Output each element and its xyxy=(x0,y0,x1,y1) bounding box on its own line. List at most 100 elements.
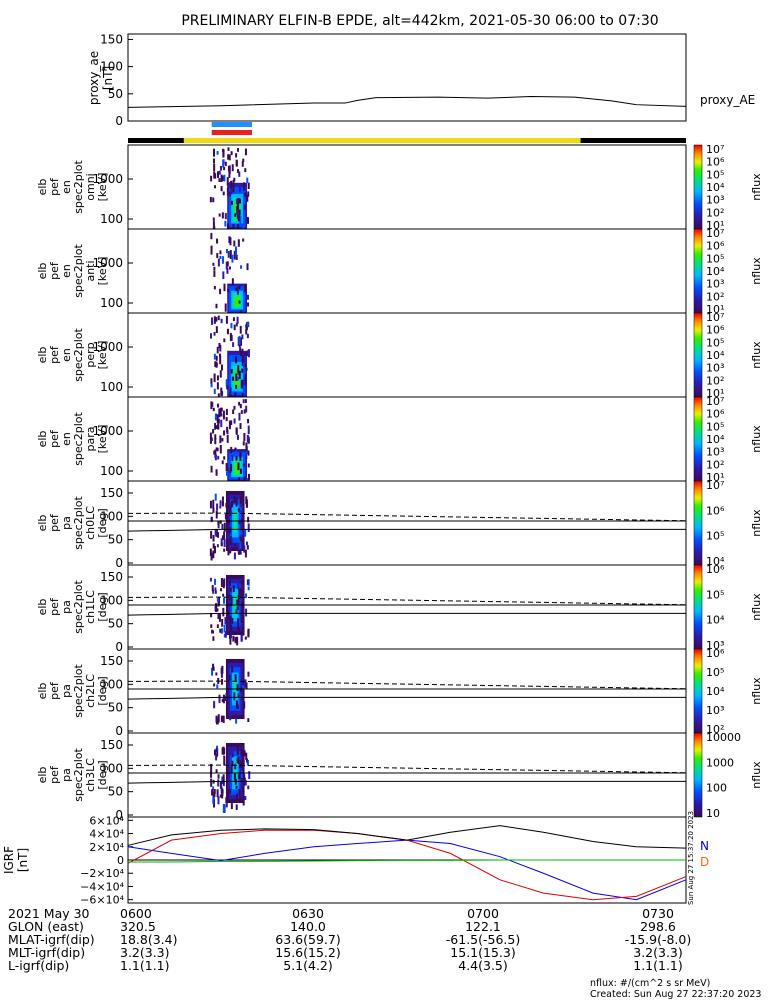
spectrogram-noise-pixel xyxy=(214,438,217,445)
spectrogram-noise-pixel xyxy=(234,448,237,455)
loss-cone-line-lower xyxy=(127,612,686,616)
pa-noise-pixel xyxy=(214,578,217,585)
pa-noise-pixel xyxy=(223,548,226,552)
spectrogram-noise-pixel xyxy=(225,379,228,387)
pa-noise-pixel xyxy=(236,599,239,605)
spec-ylabel: [keV] xyxy=(96,173,109,202)
spectrogram-noise-pixel xyxy=(235,322,238,327)
spectrogram-noise-pixel xyxy=(243,204,246,210)
loss-cone-line-lower xyxy=(127,528,686,532)
pa-noise-pixel xyxy=(229,749,232,755)
spectrogram-noise-pixel xyxy=(218,213,221,217)
spectrogram-noise-pixel xyxy=(222,159,225,168)
spectrogram-noise-pixel xyxy=(235,254,238,260)
spectrogram-noise-pixel xyxy=(233,177,236,182)
spectrogram-noise-pixel xyxy=(247,450,250,456)
spectrogram-noise-pixel xyxy=(236,198,239,205)
colorbar-tick-label: 10⁷ xyxy=(706,479,724,492)
pa-noise-pixel xyxy=(219,628,222,633)
pa-tick-label: 100 xyxy=(100,593,123,607)
spec-ylabel: perp xyxy=(84,342,97,367)
panel-frame xyxy=(127,228,687,314)
spec-tick-label: 100 xyxy=(100,380,123,394)
pa-ylabel: spec2plot xyxy=(72,748,85,802)
colorbar-tick-label: 10⁴ xyxy=(706,265,725,278)
igrf-tick-label: 6×10⁴ xyxy=(89,814,124,827)
spectrogram-noise-pixel xyxy=(213,373,216,383)
pa-noise-pixel xyxy=(239,541,242,550)
spectrogram-noise-pixel xyxy=(219,288,222,295)
pa-noise-pixel xyxy=(227,548,230,556)
colorbar xyxy=(693,564,703,650)
pa-noise-pixel xyxy=(224,513,227,520)
pa-noise-pixel xyxy=(240,580,243,585)
spectrogram-noise-pixel xyxy=(240,337,243,346)
spectrogram-noise-pixel xyxy=(227,288,230,293)
colorbar xyxy=(693,144,703,230)
spectrogram-noise-pixel xyxy=(247,349,250,358)
spectrogram-noise-pixel xyxy=(237,239,240,247)
pa-ylabel: pef xyxy=(48,765,61,784)
pa-noise-pixel xyxy=(231,617,234,624)
spectrogram-noise-pixel xyxy=(214,413,217,421)
pa-noise-pixel xyxy=(211,629,214,634)
spectrogram-noise-pixel xyxy=(237,365,240,374)
spectrogram-noise-pixel xyxy=(242,158,245,162)
spectrogram-noise-pixel xyxy=(230,180,233,190)
colorbar-tick-label: 1000 xyxy=(706,756,734,769)
pa-noise-pixel xyxy=(214,590,217,594)
ae-frame xyxy=(127,33,687,122)
spectrogram-noise-pixel xyxy=(245,442,248,452)
spectrogram-noise-pixel xyxy=(245,405,248,413)
spectrogram-noise-pixel xyxy=(222,191,225,196)
spectrogram-noise-pixel xyxy=(218,178,221,182)
pa-noise-pixel xyxy=(237,622,240,631)
pa-noise-pixel xyxy=(229,712,232,721)
pa-noise-pixel xyxy=(222,694,225,704)
igrf-series-fourth xyxy=(128,859,686,863)
pa-noise-pixel xyxy=(217,532,220,538)
spectrogram-noise-pixel xyxy=(235,427,238,434)
pa-tick-label: 50 xyxy=(108,785,123,799)
spectrogram-noise-pixel xyxy=(225,462,228,472)
spectrogram-noise-pixel xyxy=(244,352,247,356)
spectrogram-noise-pixel xyxy=(245,455,248,460)
footer-value: 0700 xyxy=(467,906,499,921)
colorbar xyxy=(693,228,703,314)
spectrogram-noise-pixel xyxy=(225,408,228,416)
spectrogram-noise-pixel xyxy=(241,392,244,397)
footer-value: 0730 xyxy=(642,906,674,921)
spectrogram-noise-pixel xyxy=(237,371,240,376)
spectrogram-noise-pixel xyxy=(221,256,224,264)
colorbar-label: nflux xyxy=(750,257,763,285)
pa-tick-label: 100 xyxy=(100,761,123,775)
ae-series-line xyxy=(127,96,687,108)
pa-noise-pixel xyxy=(233,692,236,701)
igrf-tick-label: 2×10⁴ xyxy=(89,841,124,854)
spectrogram-noise-pixel xyxy=(243,432,246,441)
spectrogram-noise-pixel xyxy=(229,250,232,259)
pa-noise-pixel xyxy=(213,683,216,687)
colorbar-tick-label: 10⁵ xyxy=(706,252,724,265)
spectrogram-noise-pixel xyxy=(209,333,212,339)
pa-noise-pixel xyxy=(220,715,223,723)
spectrogram-noise-pixel xyxy=(246,216,249,220)
pa-tick-label: 50 xyxy=(108,533,123,547)
spectrogram-noise-pixel xyxy=(210,245,213,255)
pa-noise-pixel xyxy=(247,629,250,638)
colorbar-tick-label: 10⁵ xyxy=(706,666,724,679)
pa-noise-pixel xyxy=(210,763,213,773)
pa-noise-pixel xyxy=(243,546,246,553)
spectrogram-noise-pixel xyxy=(220,186,223,192)
pa-noise-pixel xyxy=(239,512,242,520)
colorbar-tick-label: 10³ xyxy=(706,639,724,652)
pa-noise-pixel xyxy=(247,516,250,523)
spectrogram-noise-pixel xyxy=(231,164,234,172)
pa-ylabel: spec2plot xyxy=(72,496,85,550)
pa-noise-pixel xyxy=(222,579,225,589)
pa-noise-pixel xyxy=(239,506,242,511)
pa-ylabel: ch3LC xyxy=(84,758,97,792)
spectrogram-noise-pixel xyxy=(238,209,241,216)
pa-noise-pixel xyxy=(234,763,237,770)
spectrogram-noise-pixel xyxy=(244,399,247,403)
